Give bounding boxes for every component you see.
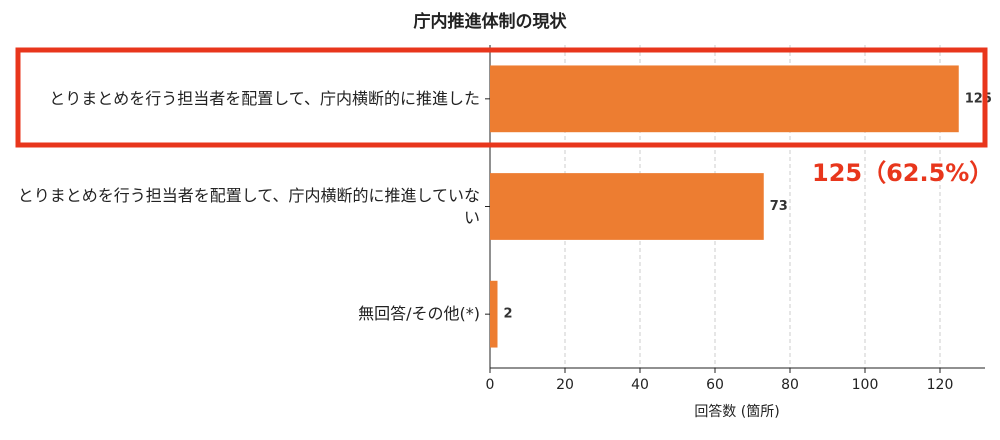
y-tick-label: とりまとめを行う担当者を配置して、庁内横断的に推進していない: [10, 182, 480, 232]
x-tick-label: 60: [706, 377, 724, 393]
y-tick-text: とりまとめを行う担当者を配置して、庁内横断的に推進していない: [17, 185, 480, 227]
highlight-box: [15, 47, 988, 148]
value-label: 73: [770, 199, 788, 214]
bar: [490, 65, 959, 133]
x-axis-label: 回答数 (箇所): [694, 403, 779, 420]
y-tick-text: とりまとめを行う担当者を配置して、庁内横断的に推進した: [49, 88, 480, 108]
chart-title: 庁内推進体制の現状: [414, 11, 568, 32]
x-tick-label: 120: [927, 377, 954, 393]
x-tick-label: 80: [781, 377, 799, 393]
x-tick-label: 0: [486, 377, 495, 393]
annotation: 125（62.5%）: [812, 159, 993, 187]
value-label: 2: [504, 307, 513, 322]
bar: [490, 173, 764, 240]
y-tick-label: 無回答/その他(*): [10, 289, 480, 339]
y-tick-label: とりまとめを行う担当者を配置して、庁内横断的に推進した: [10, 74, 480, 124]
y-tick-text: 無回答/その他(*): [358, 304, 480, 324]
x-tick-label: 100: [852, 377, 879, 393]
bar: [490, 280, 498, 348]
x-tick-label: 40: [631, 377, 649, 393]
value-label: 125: [965, 91, 992, 106]
x-tick-label: 20: [556, 377, 574, 393]
